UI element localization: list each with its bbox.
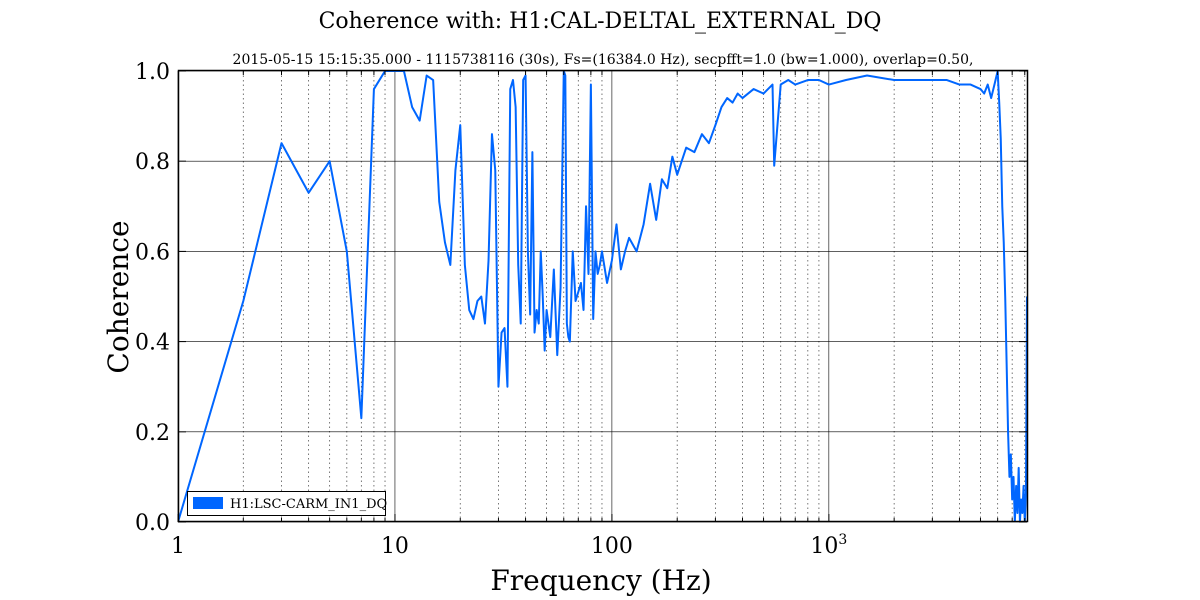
chart-title: Coherence with: H1:CAL-DELTAL_EXTERNAL_D… [319,9,882,34]
y-tick-label: 0.2 [135,421,170,446]
y-tick-label: 0.4 [135,331,170,356]
series-line-coherence [178,70,1027,522]
series-layer [178,70,1027,522]
x-tick-label: 10 [381,534,409,559]
x-tick-exponent: 3 [838,532,847,548]
y-tick-label: 0.8 [135,150,170,175]
y-tick-label: 0.6 [135,240,170,265]
plot-frame [177,69,1029,523]
chart-subtitle: 2015-05-15 15:15:35.000 - 1115738116 (30… [233,52,974,68]
y-tick-label: 1.0 [135,60,170,85]
x-tick-label: 1 [171,534,185,559]
x-axis-label: Frequency (Hz) [490,564,711,597]
legend-swatch [193,497,223,509]
legend: H1:LSC-CARM_IN1_DQ [187,491,387,516]
legend-label: H1:LSC-CARM_IN1_DQ [230,497,387,512]
x-tick-label: 100 [591,534,633,559]
y-tick-label: 0.0 [135,511,170,536]
y-axis-label: Coherence [102,220,135,373]
plot-area [178,70,1027,522]
